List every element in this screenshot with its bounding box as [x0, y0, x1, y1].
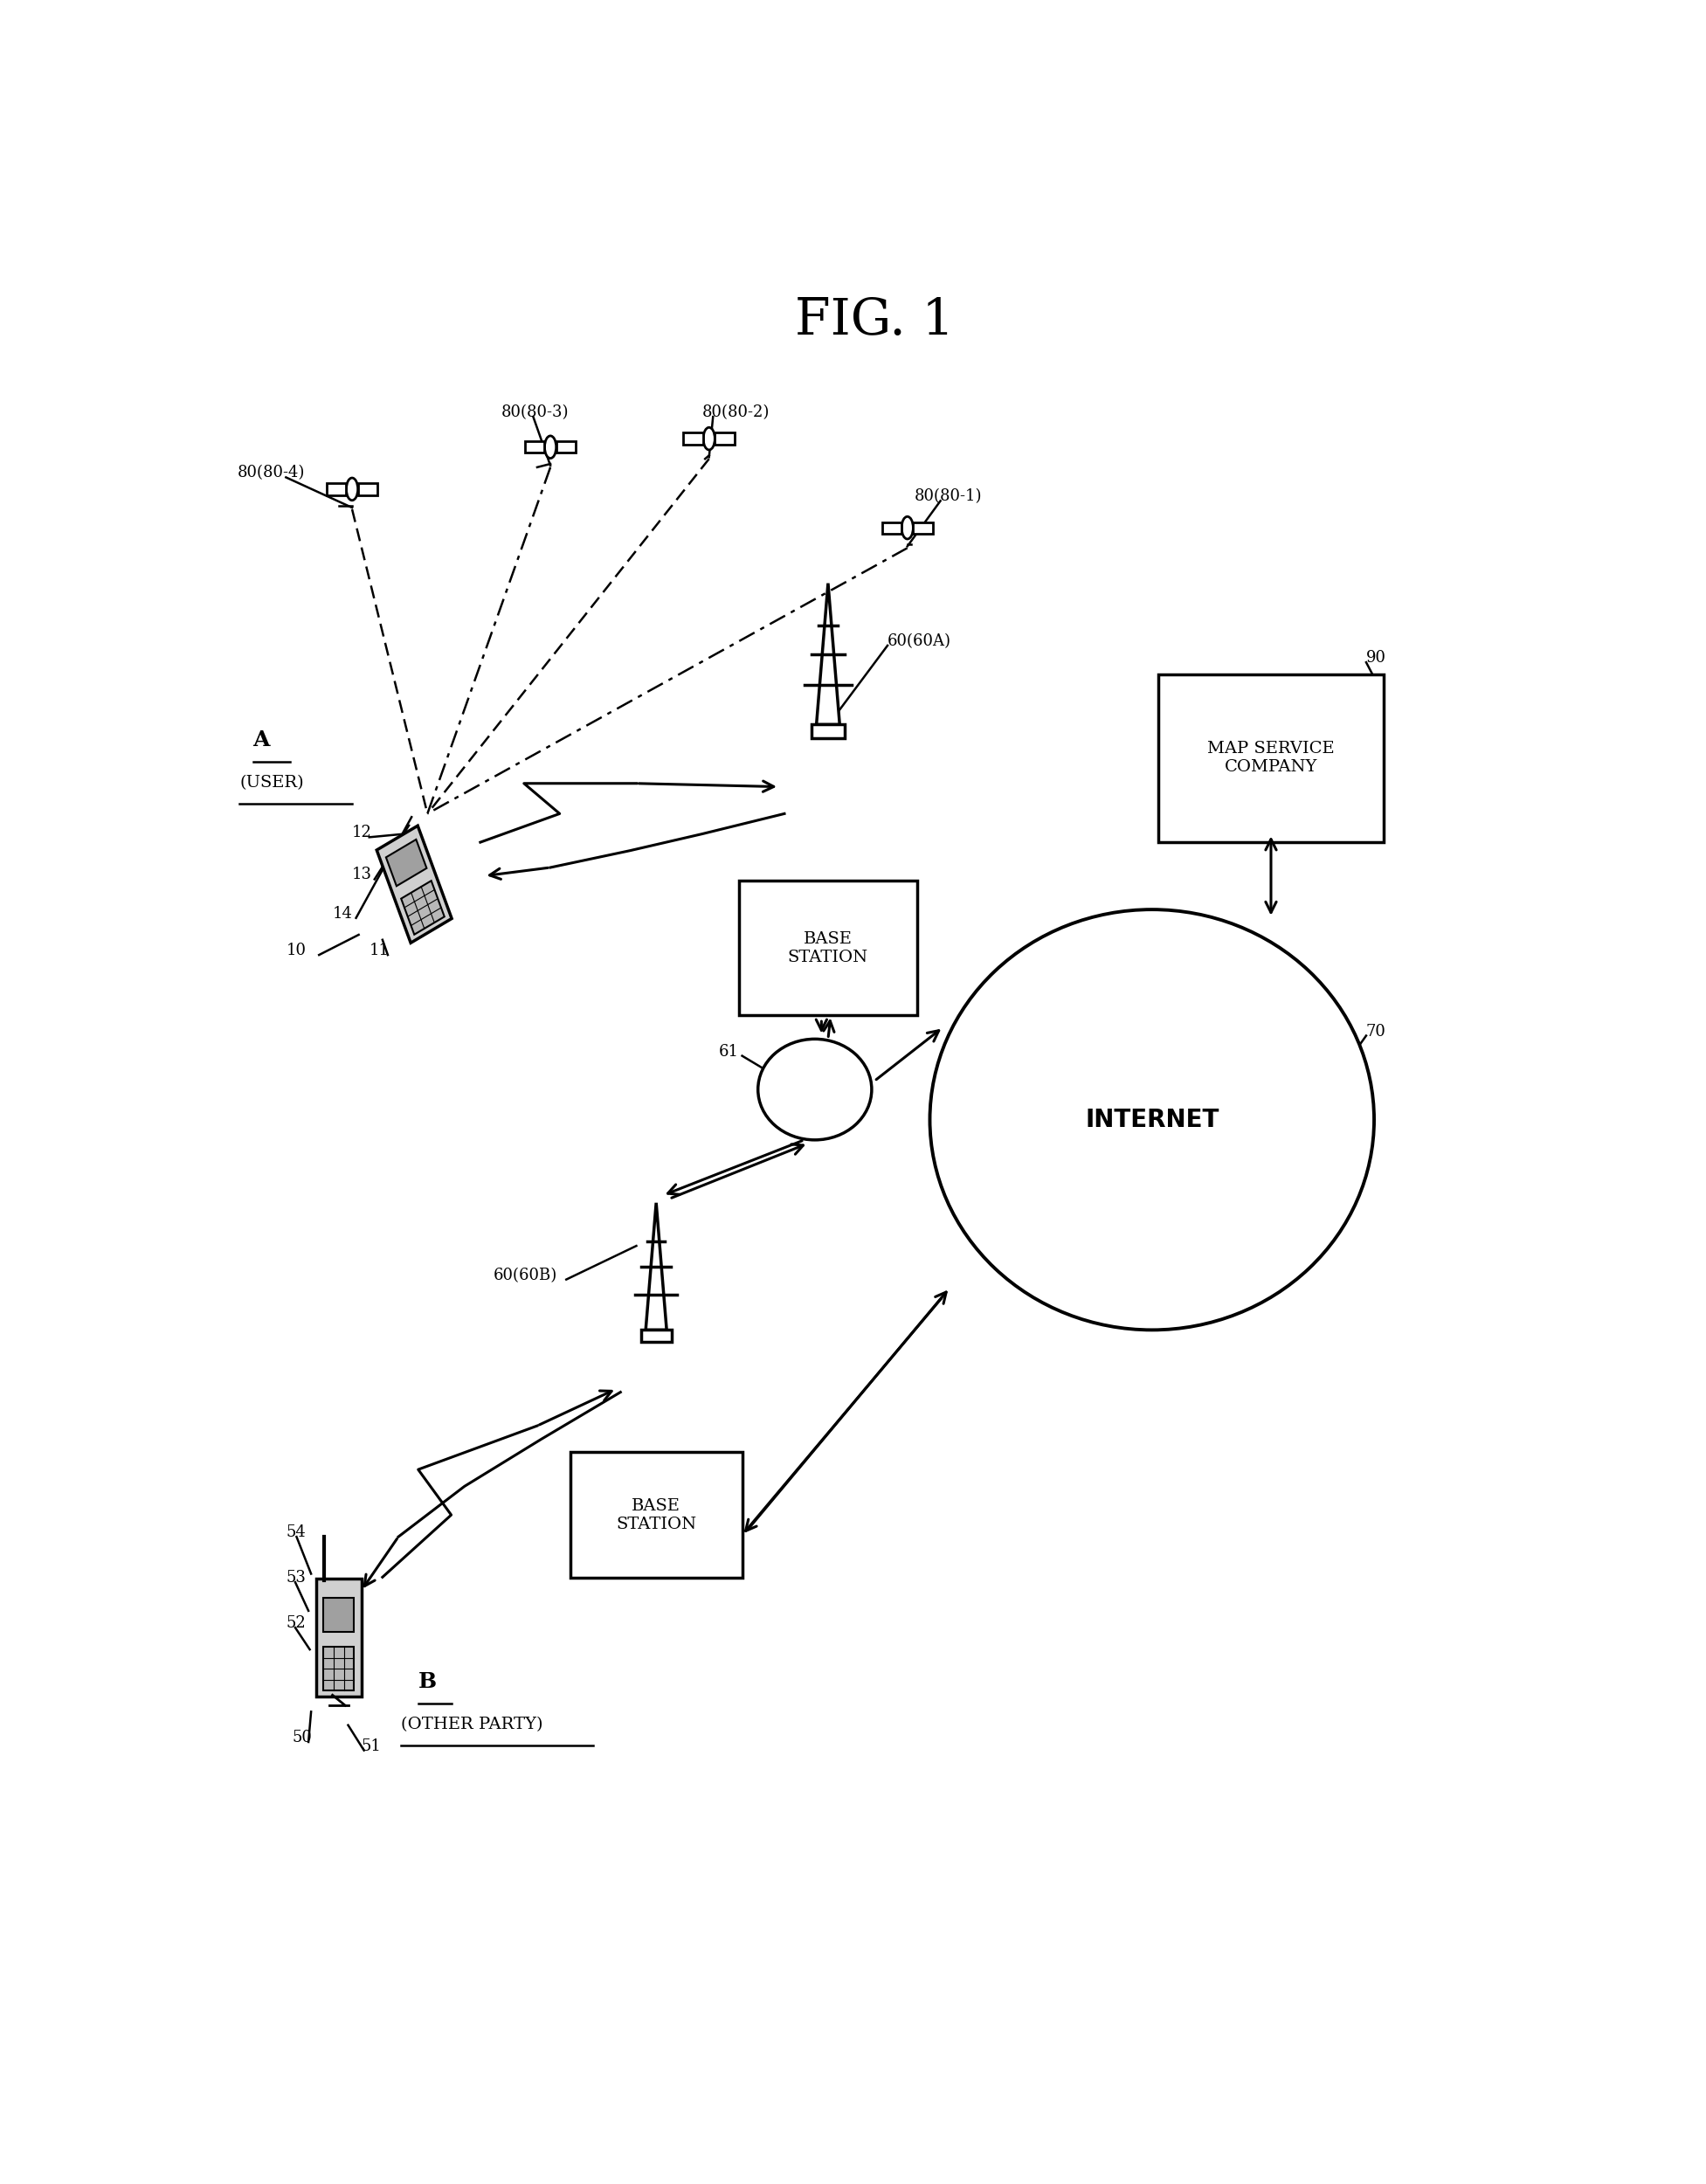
- Bar: [358, 483, 377, 496]
- Text: 60(60A): 60(60A): [887, 633, 952, 649]
- Text: BASE
STATION: BASE STATION: [788, 930, 868, 965]
- Text: 80(80-1): 80(80-1): [914, 489, 981, 505]
- Text: 14: 14: [333, 906, 351, 922]
- Text: INTERNET: INTERNET: [1085, 1107, 1220, 1131]
- Text: 11: 11: [368, 943, 389, 959]
- Text: FIG. 1: FIG. 1: [795, 297, 954, 345]
- Bar: [570, 1452, 742, 1579]
- Text: MAP SERVICE
COMPANY: MAP SERVICE COMPANY: [1208, 740, 1334, 775]
- Text: 80(80-2): 80(80-2): [703, 404, 769, 419]
- Ellipse shape: [901, 518, 913, 539]
- Text: 50: 50: [293, 1730, 312, 1745]
- FancyBboxPatch shape: [316, 1579, 362, 1697]
- Bar: [641, 1330, 672, 1341]
- Text: (OTHER PARTY): (OTHER PARTY): [401, 1717, 543, 1732]
- Bar: [715, 432, 735, 446]
- Bar: [739, 880, 918, 1016]
- FancyBboxPatch shape: [377, 826, 452, 943]
- Ellipse shape: [930, 909, 1373, 1330]
- Text: A: A: [252, 729, 270, 751]
- Bar: [810, 725, 844, 738]
- Bar: [326, 483, 346, 496]
- Text: 12: 12: [351, 826, 372, 841]
- Text: 70: 70: [1367, 1024, 1387, 1040]
- Text: 13: 13: [351, 867, 372, 882]
- Bar: [324, 1597, 355, 1631]
- Bar: [684, 432, 703, 446]
- Bar: [882, 522, 901, 533]
- Text: 60(60B): 60(60B): [493, 1267, 558, 1282]
- Text: 51: 51: [362, 1738, 382, 1754]
- Ellipse shape: [544, 437, 556, 459]
- Text: 80(80-3): 80(80-3): [502, 404, 570, 419]
- Ellipse shape: [346, 478, 358, 500]
- Bar: [324, 1647, 355, 1690]
- Polygon shape: [645, 1203, 667, 1330]
- Text: 52: 52: [287, 1616, 305, 1631]
- Polygon shape: [817, 583, 839, 725]
- Ellipse shape: [757, 1040, 872, 1140]
- Text: 61: 61: [718, 1044, 739, 1059]
- Bar: [1158, 675, 1384, 843]
- Bar: [525, 441, 544, 452]
- Ellipse shape: [703, 428, 715, 450]
- Text: (USER): (USER): [239, 775, 304, 791]
- Bar: [386, 839, 426, 887]
- Text: BASE
STATION: BASE STATION: [616, 1498, 696, 1531]
- Bar: [556, 441, 577, 452]
- Text: 80(80-4): 80(80-4): [237, 465, 305, 480]
- Text: 90: 90: [1367, 651, 1387, 666]
- Bar: [913, 522, 933, 533]
- Text: 54: 54: [287, 1524, 305, 1540]
- Text: 53: 53: [287, 1570, 305, 1586]
- Text: B: B: [418, 1671, 437, 1693]
- Bar: [401, 880, 445, 935]
- Text: 10: 10: [287, 943, 305, 959]
